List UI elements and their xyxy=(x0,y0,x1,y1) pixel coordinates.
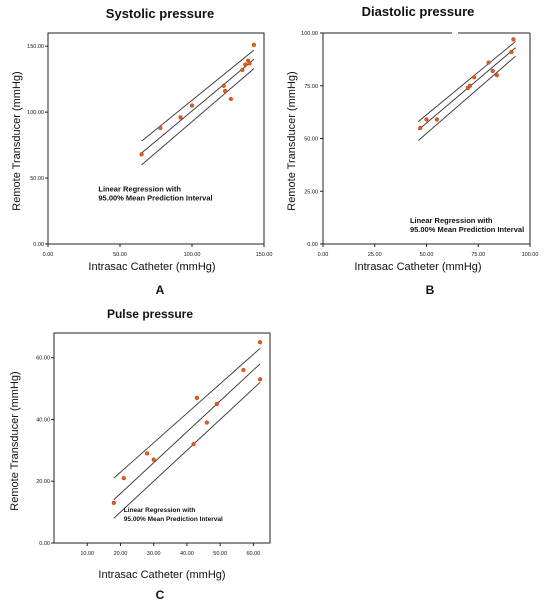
data-point xyxy=(241,367,246,373)
x-axis-label: Intrasac Catheter (mmHg) xyxy=(98,569,225,581)
x-tick-label: 50.00 xyxy=(213,551,227,557)
data-point xyxy=(151,457,156,462)
data-point xyxy=(158,125,163,131)
data-point xyxy=(191,442,196,447)
x-axis-label: Intrasac Catheter (mmHg) xyxy=(354,261,481,273)
regression-line-center xyxy=(113,363,261,501)
y-tick-label: 25.00 xyxy=(304,189,318,195)
data-point xyxy=(418,125,423,131)
x-tick-label: 150.00 xyxy=(256,252,273,258)
regression-line-lower xyxy=(141,68,255,166)
data-point xyxy=(511,37,516,42)
data-point xyxy=(240,67,245,73)
x-tick-label: 50.00 xyxy=(113,252,127,258)
data-point xyxy=(424,117,429,122)
data-point xyxy=(490,68,495,74)
x-tick-label: 0.00 xyxy=(318,252,329,258)
panel-systolic: Systolic pressure Remote Transducer (mmH… xyxy=(11,6,272,297)
data-point xyxy=(509,49,514,55)
data-point xyxy=(194,395,199,400)
y-tick-label: 60.00 xyxy=(36,356,50,362)
data-point xyxy=(221,83,226,88)
y-tick-label: 0.00 xyxy=(39,541,50,547)
x-tick-label: 100.00 xyxy=(522,252,539,258)
annotation-line: 95.00% Mean Prediction Interval xyxy=(410,225,524,234)
data-point xyxy=(214,401,219,407)
chart-title: Systolic pressure xyxy=(106,6,214,21)
x-tick-label: 100.00 xyxy=(184,252,201,258)
x-tick-label: 20.00 xyxy=(114,551,128,557)
data-point xyxy=(228,96,233,102)
panel-diastolic: Diastolic pressure Remote Transducer (mm… xyxy=(286,4,538,297)
regression-line-lower xyxy=(113,382,261,519)
data-point xyxy=(494,73,499,78)
y-axis-label: Remote Transducer (mmHg) xyxy=(286,71,298,210)
data-point xyxy=(251,42,257,47)
chart-title: Diastolic pressure xyxy=(362,4,475,19)
y-tick-label: 150.00 xyxy=(27,44,44,50)
annotation-line: Linear Regression with xyxy=(98,184,181,193)
x-tick-label: 25.00 xyxy=(368,252,382,258)
chart-title: Pulse pressure xyxy=(107,307,193,321)
regression-line-lower xyxy=(417,55,516,141)
data-point xyxy=(144,451,150,456)
data-point xyxy=(486,60,491,65)
annotation-line: 95.00% Mean Prediction Interval xyxy=(98,193,212,202)
y-tick-label: 0.00 xyxy=(307,242,318,248)
data-point xyxy=(121,476,126,481)
y-tick-label: 50.00 xyxy=(30,176,44,182)
x-tick-label: 40.00 xyxy=(180,551,194,557)
data-point xyxy=(247,61,252,66)
data-point xyxy=(257,377,263,382)
x-tick-label: 50.00 xyxy=(420,252,434,258)
annotation-line: Linear Regression with xyxy=(410,216,493,225)
x-tick-label: 10.00 xyxy=(80,551,94,557)
y-tick-label: 50.00 xyxy=(304,137,318,143)
x-tick-label: 60.00 xyxy=(247,551,261,557)
data-point xyxy=(472,75,477,80)
y-tick-label: 0.00 xyxy=(33,242,44,248)
regression-line-upper xyxy=(417,41,516,122)
data-point xyxy=(189,103,195,108)
plot-frame xyxy=(47,32,265,245)
panel-label: C xyxy=(156,588,165,602)
data-point xyxy=(434,117,439,122)
data-point xyxy=(223,88,228,94)
x-axis-label: Intrasac Catheter (mmHg) xyxy=(88,261,215,273)
data-point xyxy=(204,420,209,425)
x-tick-label: 30.00 xyxy=(147,551,161,557)
annotation-line: Linear Regression with xyxy=(124,507,196,514)
y-axis-label: Remote Transducer (mmHg) xyxy=(11,71,23,210)
y-tick-label: 100.00 xyxy=(27,110,44,116)
y-tick-label: 75.00 xyxy=(304,84,318,90)
x-tick-label: 75.00 xyxy=(471,252,485,258)
panel-pulse: Pulse pressure Remote Transducer (mmHg) … xyxy=(9,307,271,602)
regression-line-upper xyxy=(113,348,261,479)
y-tick-label: 100.00 xyxy=(301,31,318,37)
panel-label: A xyxy=(156,283,165,297)
x-tick-label: 0.00 xyxy=(43,252,54,258)
regression-line-center xyxy=(141,59,255,154)
annotation-line: 95.00% Mean Prediction Interval xyxy=(124,516,223,523)
plot-frame xyxy=(53,332,271,544)
data-point xyxy=(467,83,473,88)
data-point xyxy=(139,152,144,157)
data-point xyxy=(178,115,183,120)
data-point xyxy=(243,62,248,67)
y-tick-label: 40.00 xyxy=(36,417,50,423)
data-point xyxy=(111,500,116,505)
panel-label: B xyxy=(426,283,435,297)
data-point xyxy=(257,340,263,345)
y-tick-label: 20.00 xyxy=(36,479,50,485)
y-axis-label: Remote Transducer (mmHg) xyxy=(9,371,21,510)
